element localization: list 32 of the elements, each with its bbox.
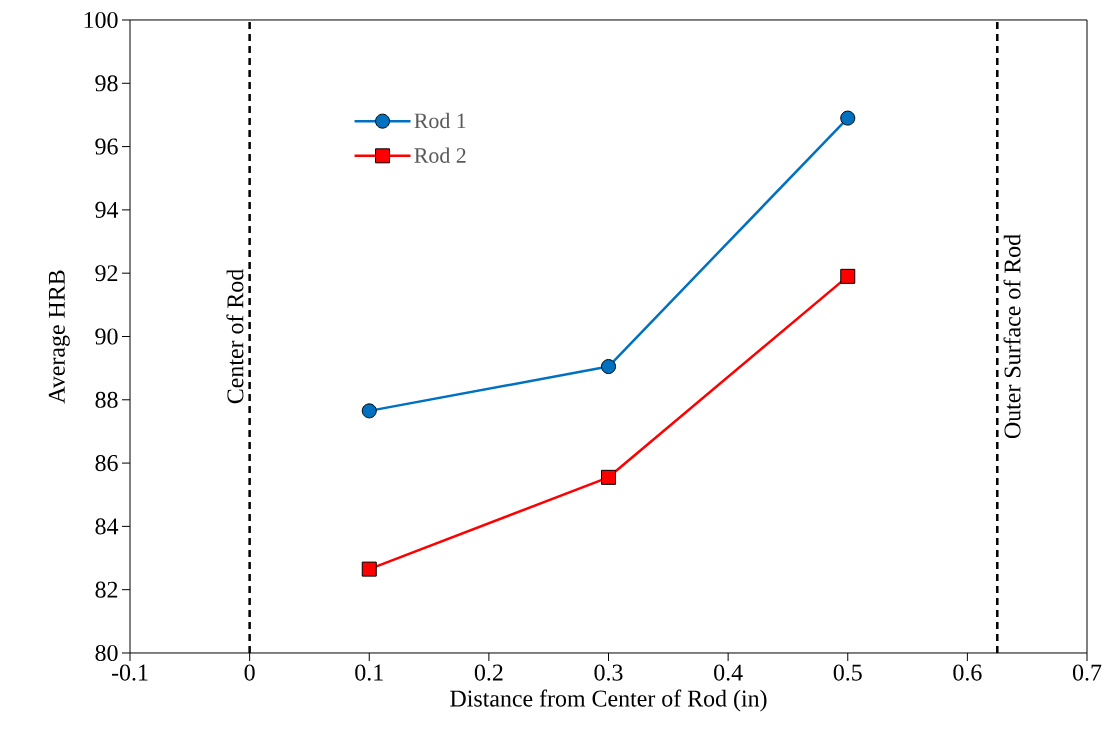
point — [361, 561, 377, 577]
ref-line-label: Center of Rod — [226, 269, 244, 404]
y-tick-label: 88 — [95, 391, 118, 408]
y-tick-label: 80 — [95, 644, 118, 662]
point — [840, 110, 856, 126]
x-tick-label: 0.2 — [474, 664, 503, 681]
y-axis-title: Average HRB — [48, 270, 70, 404]
legend-label: Rod 1 — [414, 112, 466, 129]
point — [601, 359, 617, 375]
y-tick-label: 84 — [95, 518, 119, 535]
y-tick-label: 86 — [95, 455, 118, 472]
x-tick-label: 0 — [244, 664, 255, 681]
point — [840, 268, 856, 284]
x-tick-label: 0.5 — [833, 664, 862, 681]
x-tick-label: -0.1 — [111, 664, 148, 681]
x-tick-label: 0.6 — [953, 664, 982, 681]
y-tick-label: 100 — [84, 11, 118, 29]
point — [601, 469, 617, 485]
y-tick-label: 98 — [95, 75, 118, 92]
point — [361, 403, 377, 419]
legend-label: Rod 2 — [414, 147, 466, 163]
ref-line-label: Outer Surface of Rod — [1003, 234, 1021, 439]
x-tick-label: 0.3 — [594, 664, 623, 681]
x-tick-label: 0.4 — [714, 664, 743, 681]
y-tick-label: 96 — [95, 138, 118, 155]
x-tick-label: 0.7 — [1072, 664, 1102, 681]
y-tick-label: 92 — [95, 265, 118, 282]
y-tick-label: 82 — [95, 581, 118, 598]
x-axis-title: Distance from Center of Rod (in) — [450, 689, 767, 712]
x-tick-label: 0.1 — [355, 664, 383, 681]
y-tick-label: 94 — [95, 201, 119, 218]
y-tick-label: 90 — [95, 328, 118, 345]
